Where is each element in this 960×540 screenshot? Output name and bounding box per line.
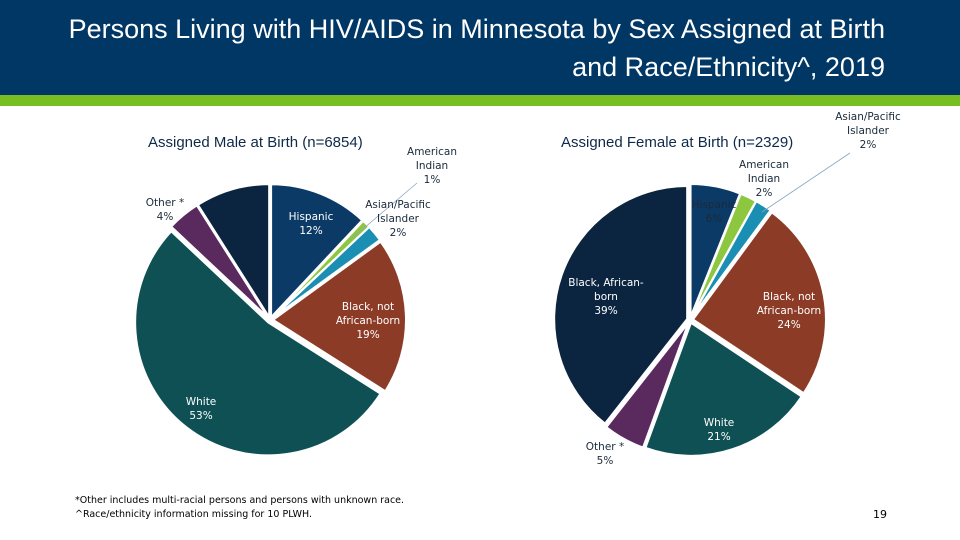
data-label: American Indian 2% [739, 159, 789, 199]
pie-slice-black-african-born [553, 185, 689, 425]
pie-slice-hispanic [270, 183, 364, 320]
data-label: Asian/Pacific Islander 2% [835, 111, 901, 151]
header-accent-bar [0, 95, 960, 106]
pie-slice-white [134, 229, 382, 457]
data-label: Black, not African-born 19% [335, 301, 401, 341]
pie-slice-other- [169, 204, 269, 319]
data-label: Hispanic 6% [691, 199, 737, 225]
footnote-other: *Other includes multi-racial persons and… [75, 495, 405, 506]
pie-slice-asian-pacific-islander [690, 199, 772, 319]
leader-line [349, 182, 418, 241]
slide-title: Persons Living with HIV/AIDS in Minnesot… [68, 14, 885, 82]
pie-slice-other- [604, 322, 690, 449]
pie-slice-black-african-born [196, 183, 271, 321]
page-number: 19 [873, 508, 887, 521]
pie-slice-black-not-african-born [271, 240, 407, 393]
footnotes: *Other includes multi-racial persons and… [75, 494, 404, 522]
data-label: Asian/Pacific Islander 2% [365, 199, 431, 239]
leader-line [761, 152, 851, 213]
data-label: American Indian 1% [407, 146, 457, 186]
male-chart-title: Assigned Male at Birth (n=6854) [148, 134, 363, 151]
data-label: White 21% [703, 417, 735, 443]
footnote-missing: ^Race/ethnicity information missing for … [75, 509, 313, 520]
pie-slice-black-not-african-born [691, 210, 827, 395]
pie-slice-white [644, 321, 804, 457]
female-chart-title: Assigned Female at Birth (n=2329) [561, 134, 794, 151]
pie-slice-asian-pacific-islander [271, 225, 382, 319]
data-label: Hispanic 12% [288, 211, 334, 237]
data-label: Black, African- born 39% [568, 277, 644, 317]
data-label: Black, not African-born 24% [756, 291, 822, 331]
data-label: Other * 4% [145, 197, 185, 223]
data-label: Other * 5% [585, 441, 625, 467]
data-label: White 53% [185, 396, 217, 422]
header-band [0, 0, 960, 95]
